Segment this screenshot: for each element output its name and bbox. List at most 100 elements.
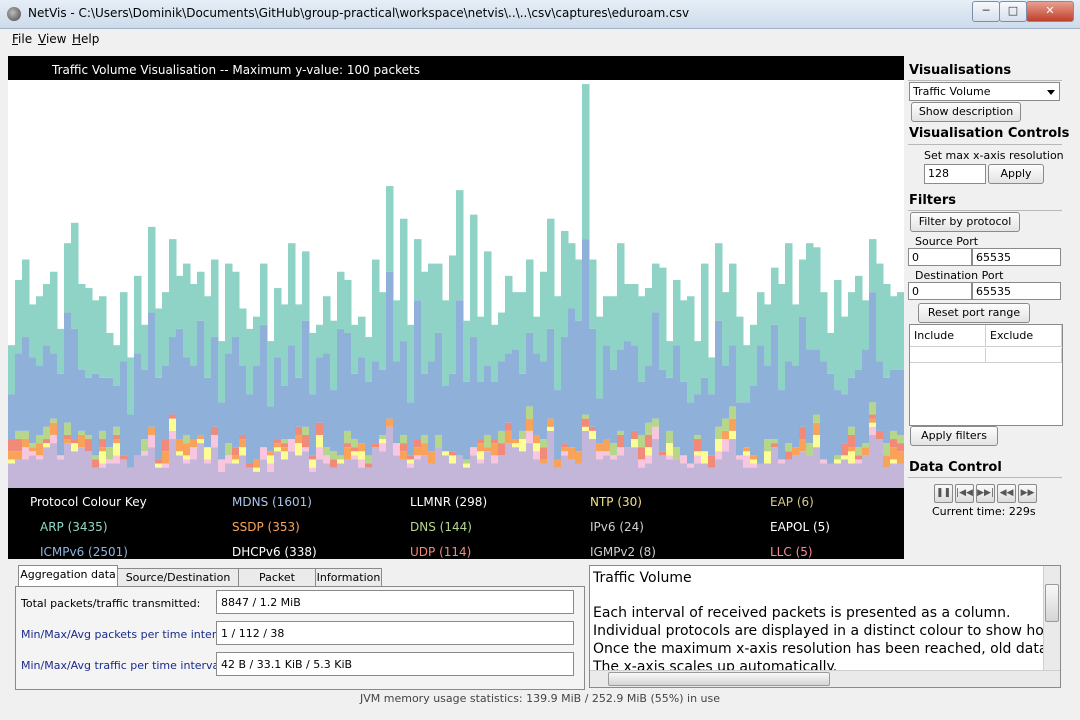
bar-segment-dhcpv6 xyxy=(351,455,359,460)
bar-segment-ssdp xyxy=(8,451,16,460)
menu-file[interactable]: File xyxy=(12,32,32,46)
bar-segment-llmnr xyxy=(701,451,709,464)
bar-segment-dns xyxy=(29,443,37,448)
bar-segment-udp xyxy=(876,430,884,440)
apply-button[interactable]: Apply xyxy=(988,164,1044,184)
bar-segment-mdns xyxy=(288,451,296,488)
bar-segment-llmnr xyxy=(8,459,16,464)
bar-segment-ssdp xyxy=(477,443,485,452)
destination-port-min-input[interactable]: 0 xyxy=(908,282,972,300)
scrollbar-thumb[interactable] xyxy=(1045,584,1059,622)
visualisation-select[interactable]: Traffic Volume xyxy=(909,82,1060,101)
skip-back-icon: |◀◀ xyxy=(956,488,973,498)
bar-segment-llmnr xyxy=(589,430,597,440)
protocol-filter-table: Include Exclude xyxy=(909,324,1063,426)
bar-segment-dns xyxy=(302,426,310,435)
bar-segment-arp xyxy=(680,300,688,382)
bar-segment-dns xyxy=(141,439,149,452)
bar-segment-dhcpv6 xyxy=(57,455,65,460)
skip-to-end-button[interactable]: ▶▶| xyxy=(976,484,995,503)
bar-segment-udp xyxy=(162,439,170,452)
maximize-button[interactable]: □ xyxy=(999,1,1027,22)
fast-forward-button[interactable]: ▶▶ xyxy=(1018,484,1037,503)
bar-segment-mdns xyxy=(295,455,303,488)
bar-segment-arp xyxy=(512,292,520,350)
bar-segment-mdns xyxy=(246,467,254,488)
bar-segment-mdns xyxy=(785,459,793,488)
horizontal-scrollbar[interactable] xyxy=(590,670,1060,687)
protocol-key-item: IGMPv2 (8) xyxy=(590,545,656,559)
table-cell[interactable] xyxy=(986,348,1062,363)
bar-segment-arp xyxy=(309,332,317,395)
bar-segment-udp xyxy=(694,439,702,452)
scrollbar-thumb[interactable] xyxy=(608,672,830,686)
menu-help[interactable]: Help xyxy=(72,32,99,46)
bar-segment-mdns xyxy=(337,463,345,488)
exclude-column-header[interactable]: Exclude xyxy=(986,325,1062,347)
bar-segment-arp xyxy=(15,279,23,354)
pause-button[interactable]: ❚❚ xyxy=(934,484,953,503)
bar-segment-dhcpv6 xyxy=(414,455,422,460)
bar-segment-mdns xyxy=(813,447,821,488)
source-port-min-input[interactable]: 0 xyxy=(908,248,972,266)
bar-segment-icmpv6 xyxy=(652,312,660,419)
resolution-input[interactable]: 128 xyxy=(924,164,986,184)
bar-segment-arp xyxy=(197,271,205,321)
bar-segment-dns xyxy=(526,406,534,419)
bar-segment-arp xyxy=(827,332,835,374)
bar-segment-arp xyxy=(316,324,324,358)
filter-by-protocol-button[interactable]: Filter by protocol xyxy=(910,212,1020,232)
bar-segment-icmpv6 xyxy=(820,361,828,460)
bar-segment-icmpv6 xyxy=(694,394,702,435)
bar-segment-arp xyxy=(750,324,758,386)
tab-information[interactable]: Information xyxy=(315,568,382,586)
bar-segment-mdns xyxy=(673,459,681,488)
bar-segment-mdns xyxy=(617,455,625,488)
bar-segment-mdns xyxy=(848,463,856,488)
table-cell[interactable] xyxy=(910,348,986,363)
bar-segment-icmpv6 xyxy=(834,390,842,456)
bar-segment-dhcpv6 xyxy=(596,451,604,460)
rewind-button[interactable]: ◀◀ xyxy=(997,484,1016,503)
bar-segment-mdns xyxy=(442,455,450,488)
bar-segment-dns xyxy=(645,422,653,435)
bar-segment-ssdp xyxy=(540,459,548,464)
bar-segment-arp xyxy=(85,288,93,378)
include-column-header[interactable]: Include xyxy=(910,325,986,347)
bar-segment-arp xyxy=(92,300,100,374)
bar-segment-dns xyxy=(183,434,191,444)
apply-filters-button[interactable]: Apply filters xyxy=(910,426,998,446)
bar-segment-dhcpv6 xyxy=(526,430,534,444)
minimize-button[interactable]: ─ xyxy=(972,1,1000,22)
menu-view[interactable]: View xyxy=(38,32,66,46)
reset-port-range-button[interactable]: Reset port range xyxy=(918,303,1030,323)
show-description-button[interactable]: Show description xyxy=(911,102,1021,122)
bar-segment-arp xyxy=(757,292,765,346)
bar-segment-icmpv6 xyxy=(295,377,303,427)
bar-segment-mdns xyxy=(463,467,471,488)
bar-segment-llmnr xyxy=(666,443,674,456)
bar-segment-arp xyxy=(785,243,793,362)
bar-segment-ssdp xyxy=(743,447,751,452)
vertical-scrollbar[interactable] xyxy=(1043,566,1060,670)
skip-to-start-button[interactable]: |◀◀ xyxy=(955,484,974,503)
tab-packet-details[interactable]: Packet details xyxy=(238,568,316,601)
bar-segment-icmpv6 xyxy=(330,390,338,452)
bar-segment-llmnr xyxy=(309,459,317,468)
close-button[interactable]: ✕ xyxy=(1026,1,1074,22)
protocol-key-item: ICMPv6 (2501) xyxy=(40,545,128,559)
tab-source-destination-info[interactable]: Source/Destination info xyxy=(117,568,239,601)
tab-aggregation-data[interactable]: Aggregation data xyxy=(18,565,118,587)
bar-segment-mdns xyxy=(309,471,317,488)
bar-segment-mdns xyxy=(596,459,604,488)
bar-segment-icmpv6 xyxy=(673,345,681,448)
bar-segment-icmpv6 xyxy=(442,386,450,452)
protocol-key-item: UDP (114) xyxy=(410,545,472,559)
destination-port-max-input[interactable]: 65535 xyxy=(972,282,1061,300)
bar-segment-dhcpv6 xyxy=(260,447,268,460)
bar-segment-mdns xyxy=(92,467,100,488)
bar-segment-ssdp xyxy=(890,447,898,460)
bar-segment-arp xyxy=(134,275,142,354)
bar-segment-llmnr xyxy=(183,455,191,460)
source-port-max-input[interactable]: 65535 xyxy=(972,248,1061,266)
